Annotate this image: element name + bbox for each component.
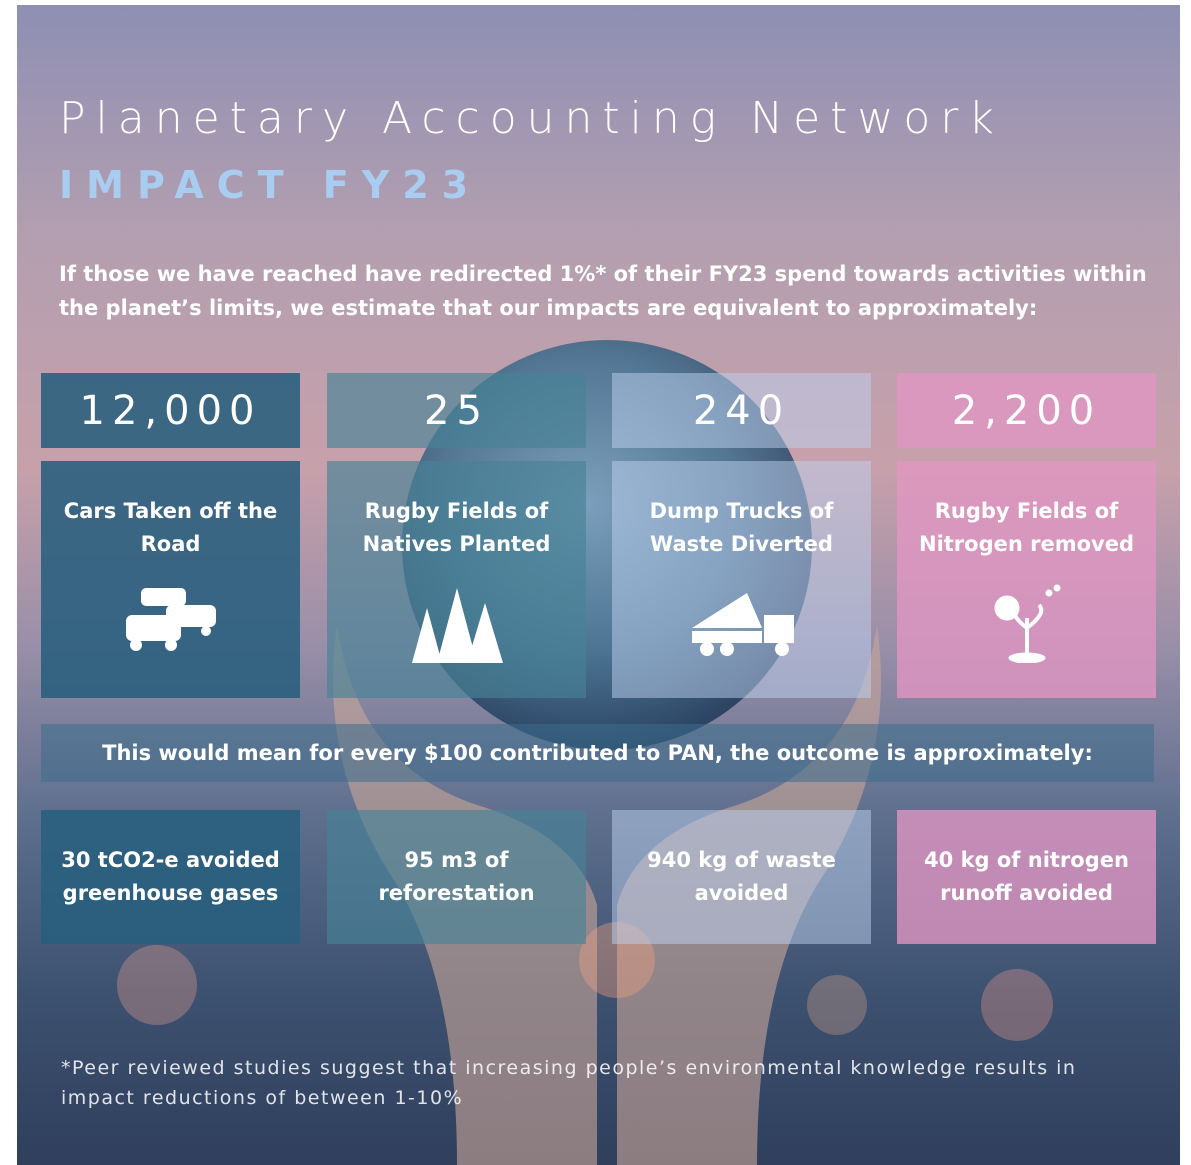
stat-card: Rugby Fields of Natives Planted <box>327 461 586 698</box>
poster: Planetary Accounting Network IMPACT FY23… <box>17 5 1180 1165</box>
trees-icon <box>407 583 507 663</box>
outcome: 95 m3 of reforestation <box>327 810 586 944</box>
stat-label: Cars Taken off the Road <box>64 499 277 556</box>
subtitle: IMPACT FY23 <box>59 163 481 207</box>
stat-label: Rugby Fields of Natives Planted <box>363 499 551 556</box>
outcome: 940 kg of waste avoided <box>612 810 871 944</box>
footnote: *Peer reviewed studies suggest that incr… <box>61 1053 1151 1113</box>
stat-number: 12,000 <box>41 373 300 448</box>
summary: This would mean for every $100 contribut… <box>41 724 1154 782</box>
cars-icon <box>121 583 221 663</box>
stat-number: 240 <box>612 373 871 448</box>
stat-card: Cars Taken off the Road <box>41 461 300 698</box>
page: Planetary Accounting Network IMPACT FY23… <box>0 0 1191 1165</box>
stat-card: Dump Trucks of Waste Diverted <box>612 461 871 698</box>
stat-label: Dump Trucks of Waste Diverted <box>650 499 834 556</box>
title: Planetary Accounting Network <box>59 93 1004 144</box>
stat-number: 25 <box>327 373 586 448</box>
stat-number: 2,200 <box>897 373 1156 448</box>
outcome: 30 tCO2-e avoided greenhouse gases <box>41 810 300 944</box>
truck-icon <box>692 583 802 663</box>
outcome: 40 kg of nitrogen runoff avoided <box>897 810 1156 944</box>
stat-card: Rugby Fields of Nitrogen removed <box>897 461 1156 698</box>
stat-label: Rugby Fields of Nitrogen removed <box>919 499 1134 556</box>
plant-icon <box>977 583 1077 663</box>
intro: If those we have reached have redirected… <box>59 257 1149 325</box>
